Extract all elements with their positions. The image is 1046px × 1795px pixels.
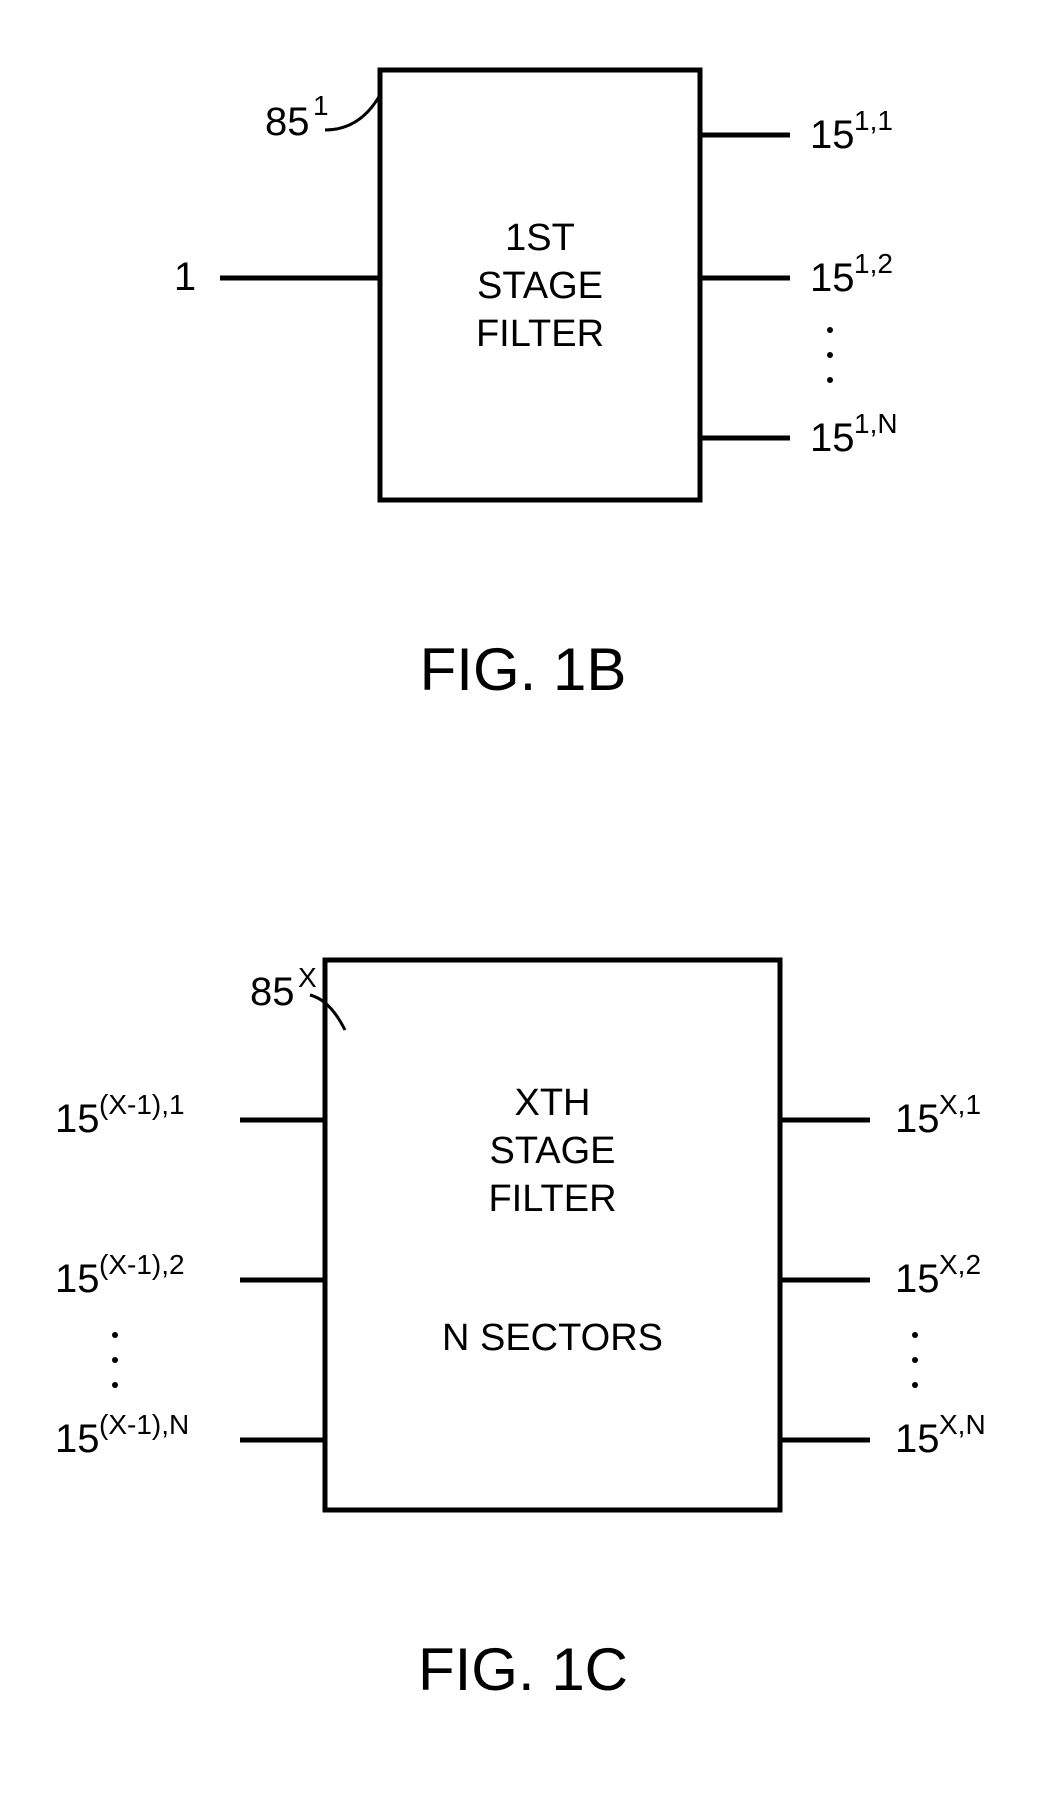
svg-text:X: X (298, 962, 317, 993)
svg-text:15: 15 (895, 1097, 940, 1141)
svg-text:1,N: 1,N (854, 408, 898, 439)
svg-text:1,1: 1,1 (854, 105, 893, 136)
svg-text:1: 1 (313, 90, 329, 121)
fig1c-left-vdots (112, 1332, 118, 1388)
svg-text:15: 15 (895, 1257, 940, 1301)
fig1c-box-upper-2: FILTER (488, 1178, 616, 1220)
fig1c-right-vdots (912, 1332, 918, 1388)
svg-text:85: 85 (265, 100, 310, 144)
fig1c-output-label-0: 15X,1 (895, 1089, 981, 1141)
fig1b-box-line-1: STAGE (477, 265, 603, 307)
svg-text:15: 15 (810, 113, 855, 157)
fig1b-output-label-0: 151,1 (810, 105, 893, 157)
svg-text:X,N: X,N (939, 1409, 986, 1440)
fig1b-output-label-2: 151,N (810, 408, 898, 460)
fig1c-input-label-2: 15(X-1),N (55, 1409, 189, 1461)
fig1c-box-upper-1: STAGE (490, 1130, 616, 1172)
fig1c-filter-box (325, 960, 780, 1510)
svg-text:15: 15 (810, 416, 855, 460)
fig1c-input-label-1: 15(X-1),2 (55, 1249, 185, 1301)
fig1b-ref-label: 851 (265, 90, 329, 144)
fig1b-box-line-2: FILTER (476, 313, 604, 355)
svg-text:15: 15 (810, 256, 855, 300)
svg-text:15: 15 (895, 1417, 940, 1461)
svg-text:1,2: 1,2 (854, 248, 893, 279)
fig1c-box-lower: N SECTORS (442, 1317, 663, 1359)
fig1c-input-label-0: 15(X-1),1 (55, 1089, 185, 1141)
fig1c-output-label-2: 15X,N (895, 1409, 986, 1461)
fig1b-input-label: 1 (174, 255, 196, 299)
fig1c-ref-label: 85X (250, 962, 317, 1014)
svg-text:X,1: X,1 (939, 1089, 981, 1120)
fig1b-caption: FIG. 1B (420, 636, 627, 703)
fig1b-ref-leader (325, 95, 380, 130)
fig1b-output-label-1: 151,2 (810, 248, 893, 300)
svg-text:15: 15 (55, 1097, 100, 1141)
svg-text:15: 15 (55, 1417, 100, 1461)
fig1c-box-upper-0: XTH (515, 1082, 591, 1124)
fig1b-box-line-0: 1ST (505, 217, 575, 259)
fig1b-vdots (827, 327, 833, 383)
svg-text:(X-1),N: (X-1),N (99, 1409, 189, 1440)
fig1c-caption: FIG. 1C (418, 1636, 628, 1703)
svg-text:(X-1),2: (X-1),2 (99, 1249, 185, 1280)
svg-text:(X-1),1: (X-1),1 (99, 1089, 185, 1120)
fig1c-output-label-1: 15X,2 (895, 1249, 981, 1301)
svg-text:85: 85 (250, 970, 295, 1014)
svg-text:15: 15 (55, 1257, 100, 1301)
svg-text:X,2: X,2 (939, 1249, 981, 1280)
